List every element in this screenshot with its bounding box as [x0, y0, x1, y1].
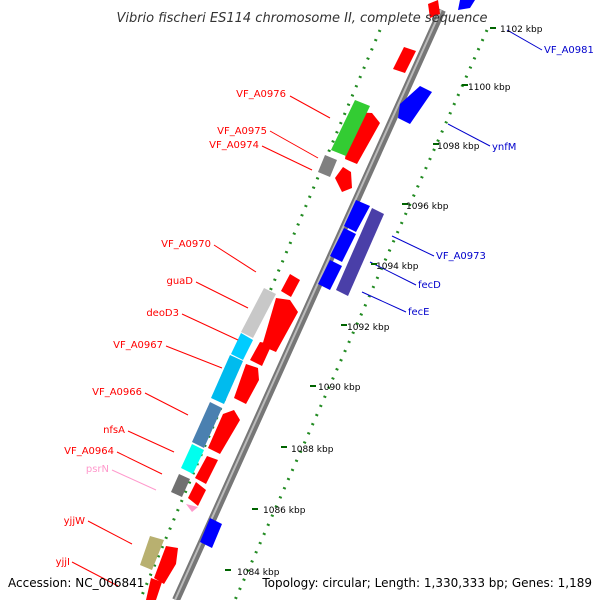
gene-block-silver[interactable] — [241, 288, 276, 338]
tick-label: 1100 kbp — [468, 83, 511, 93]
gene-arrow-forward[interactable] — [188, 482, 206, 506]
gene-label-VF_A0973[interactable]: VF_A0973 — [436, 251, 486, 262]
label-connector — [111, 469, 157, 491]
label-connector — [165, 345, 223, 369]
gene-arrow-forward[interactable] — [281, 274, 300, 297]
gene-label-guaD[interactable]: guaD — [166, 276, 193, 287]
gene-label-fecD[interactable]: fecD — [418, 280, 441, 291]
gene-arrow-forward[interactable] — [262, 298, 298, 352]
label-connector — [71, 561, 119, 587]
gene-block-olive[interactable] — [140, 536, 164, 570]
map-title: Vibrio fischeri ES114 chromosome II, com… — [116, 11, 487, 26]
gene-arrow-forward[interactable] — [146, 578, 162, 600]
tick-label: 1102 kbp — [500, 25, 543, 35]
label-connector — [269, 130, 319, 159]
label-connector — [181, 313, 239, 341]
gene-arrow-reverse[interactable] — [344, 200, 370, 232]
label-connector — [447, 123, 491, 147]
label-connector — [289, 95, 331, 119]
label-connector — [261, 145, 313, 171]
gene-label-yjjI[interactable]: yjjI — [56, 557, 70, 568]
gene-top-reverse[interactable] — [458, 0, 475, 10]
gene-psrN-shape[interactable] — [186, 504, 198, 512]
label-connector — [195, 281, 249, 309]
gene-arrow-forward[interactable] — [154, 546, 178, 584]
tick-label: 1084 kbp — [237, 568, 280, 578]
gene-arrow-forward[interactable] — [335, 167, 352, 192]
label-connector — [369, 261, 417, 286]
gene-label-nfsA[interactable]: nfsA — [103, 425, 125, 436]
gene-top-forward[interactable] — [428, 0, 440, 18]
gene-label-VF_A0966[interactable]: VF_A0966 — [92, 387, 142, 398]
gene-label-VF_A0970[interactable]: VF_A0970 — [161, 239, 211, 250]
label-connector — [127, 430, 175, 453]
label-connector — [361, 291, 407, 313]
gene-block-aqua[interactable] — [181, 444, 204, 474]
dotted-track-right — [233, 29, 489, 600]
gene-block-gray[interactable] — [171, 474, 190, 497]
label-connector — [144, 392, 189, 416]
gene-arrow-forward[interactable] — [250, 342, 272, 366]
gene-label-VF_A0976[interactable]: VF_A0976 — [236, 89, 286, 100]
gene-arrow-forward[interactable] — [195, 456, 218, 484]
tick-label: 1090 kbp — [318, 383, 361, 393]
gene-label-deoD3[interactable]: deoD3 — [146, 308, 179, 319]
gene-label-VF_A0974[interactable]: VF_A0974 — [209, 140, 259, 151]
gene-arrow-forward[interactable] — [393, 47, 416, 73]
accession-label: Accession: NC_006841 — [8, 576, 144, 590]
label-connector — [506, 29, 543, 51]
gene-block-cyan[interactable] — [211, 355, 243, 404]
tick-label: 1086 kbp — [263, 506, 306, 516]
gene-arrow-reverse[interactable] — [330, 228, 356, 262]
gene-label-VF_A0967[interactable]: VF_A0967 — [113, 340, 163, 351]
label-connector — [391, 235, 435, 257]
gene-label-VF_A0964[interactable]: VF_A0964 — [64, 446, 114, 457]
gene-block-gray[interactable] — [318, 155, 337, 177]
gene-arrow-reverse[interactable] — [318, 260, 342, 290]
gene-label-psrN[interactable]: psrN — [86, 464, 109, 475]
gene-label-VF_A0981[interactable]: VF_A0981 — [544, 45, 594, 56]
tick-label: 1088 kbp — [291, 445, 334, 455]
label-connector — [213, 244, 257, 273]
tick-label: 1098 kbp — [437, 142, 480, 152]
gene-arrow-reverse[interactable] — [398, 86, 432, 124]
gene-arrow-forward[interactable] — [208, 410, 240, 454]
topology-summary: Topology: circular; Length: 1,330,333 bp… — [261, 576, 592, 590]
tick-label: 1094 kbp — [376, 262, 419, 272]
gene-arrow-reverse[interactable] — [200, 518, 222, 548]
gene-block-steelblue[interactable] — [192, 402, 222, 448]
gene-block-cyan[interactable] — [231, 333, 253, 360]
gene-label-fecE[interactable]: fecE — [408, 307, 430, 318]
tick-marks — [225, 27, 496, 571]
tick-label: 1096 kbp — [406, 202, 449, 212]
gene-label-VF_A0975[interactable]: VF_A0975 — [217, 126, 267, 137]
chromosome-backbone-highlight — [174, 9, 442, 600]
gene-arrow-forward[interactable] — [234, 364, 259, 404]
tick-label: 1092 kbp — [347, 323, 390, 333]
gene-label-yjjW[interactable]: yjjW — [64, 516, 85, 527]
gene-block-green[interactable] — [331, 100, 370, 156]
label-connector — [87, 520, 133, 545]
gene-label-ynfM[interactable]: ynfM — [492, 142, 516, 153]
gene-block-indigo[interactable] — [336, 208, 384, 296]
label-connector — [116, 451, 163, 475]
